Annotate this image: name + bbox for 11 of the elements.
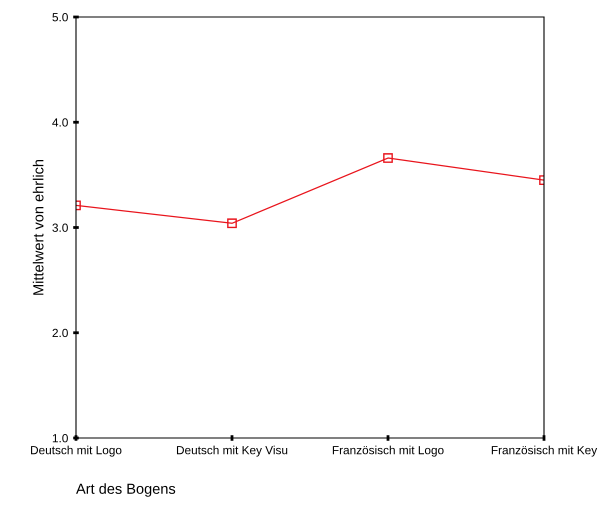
x-tick-label: Französisch mit Key <box>492 446 598 457</box>
x-axis-title: Art des Bogens <box>76 483 176 497</box>
y-axis-title: Mittelwert von ehrlich <box>32 160 44 295</box>
y-tick-label: 4.0 <box>52 118 68 127</box>
x-tick-label: Deutsch mit Key Visu <box>176 446 288 457</box>
y-tick-label: 2.0 <box>52 328 68 338</box>
x-tick-label: Französisch mit Logo <box>332 446 444 457</box>
y-tick-label: 1.0 <box>52 434 68 442</box>
y-tick-label: 3.0 <box>52 224 68 232</box>
y-tick-label: 5.0 <box>52 13 68 22</box>
x-tick-label: Deutsch mit Logo <box>31 446 122 457</box>
